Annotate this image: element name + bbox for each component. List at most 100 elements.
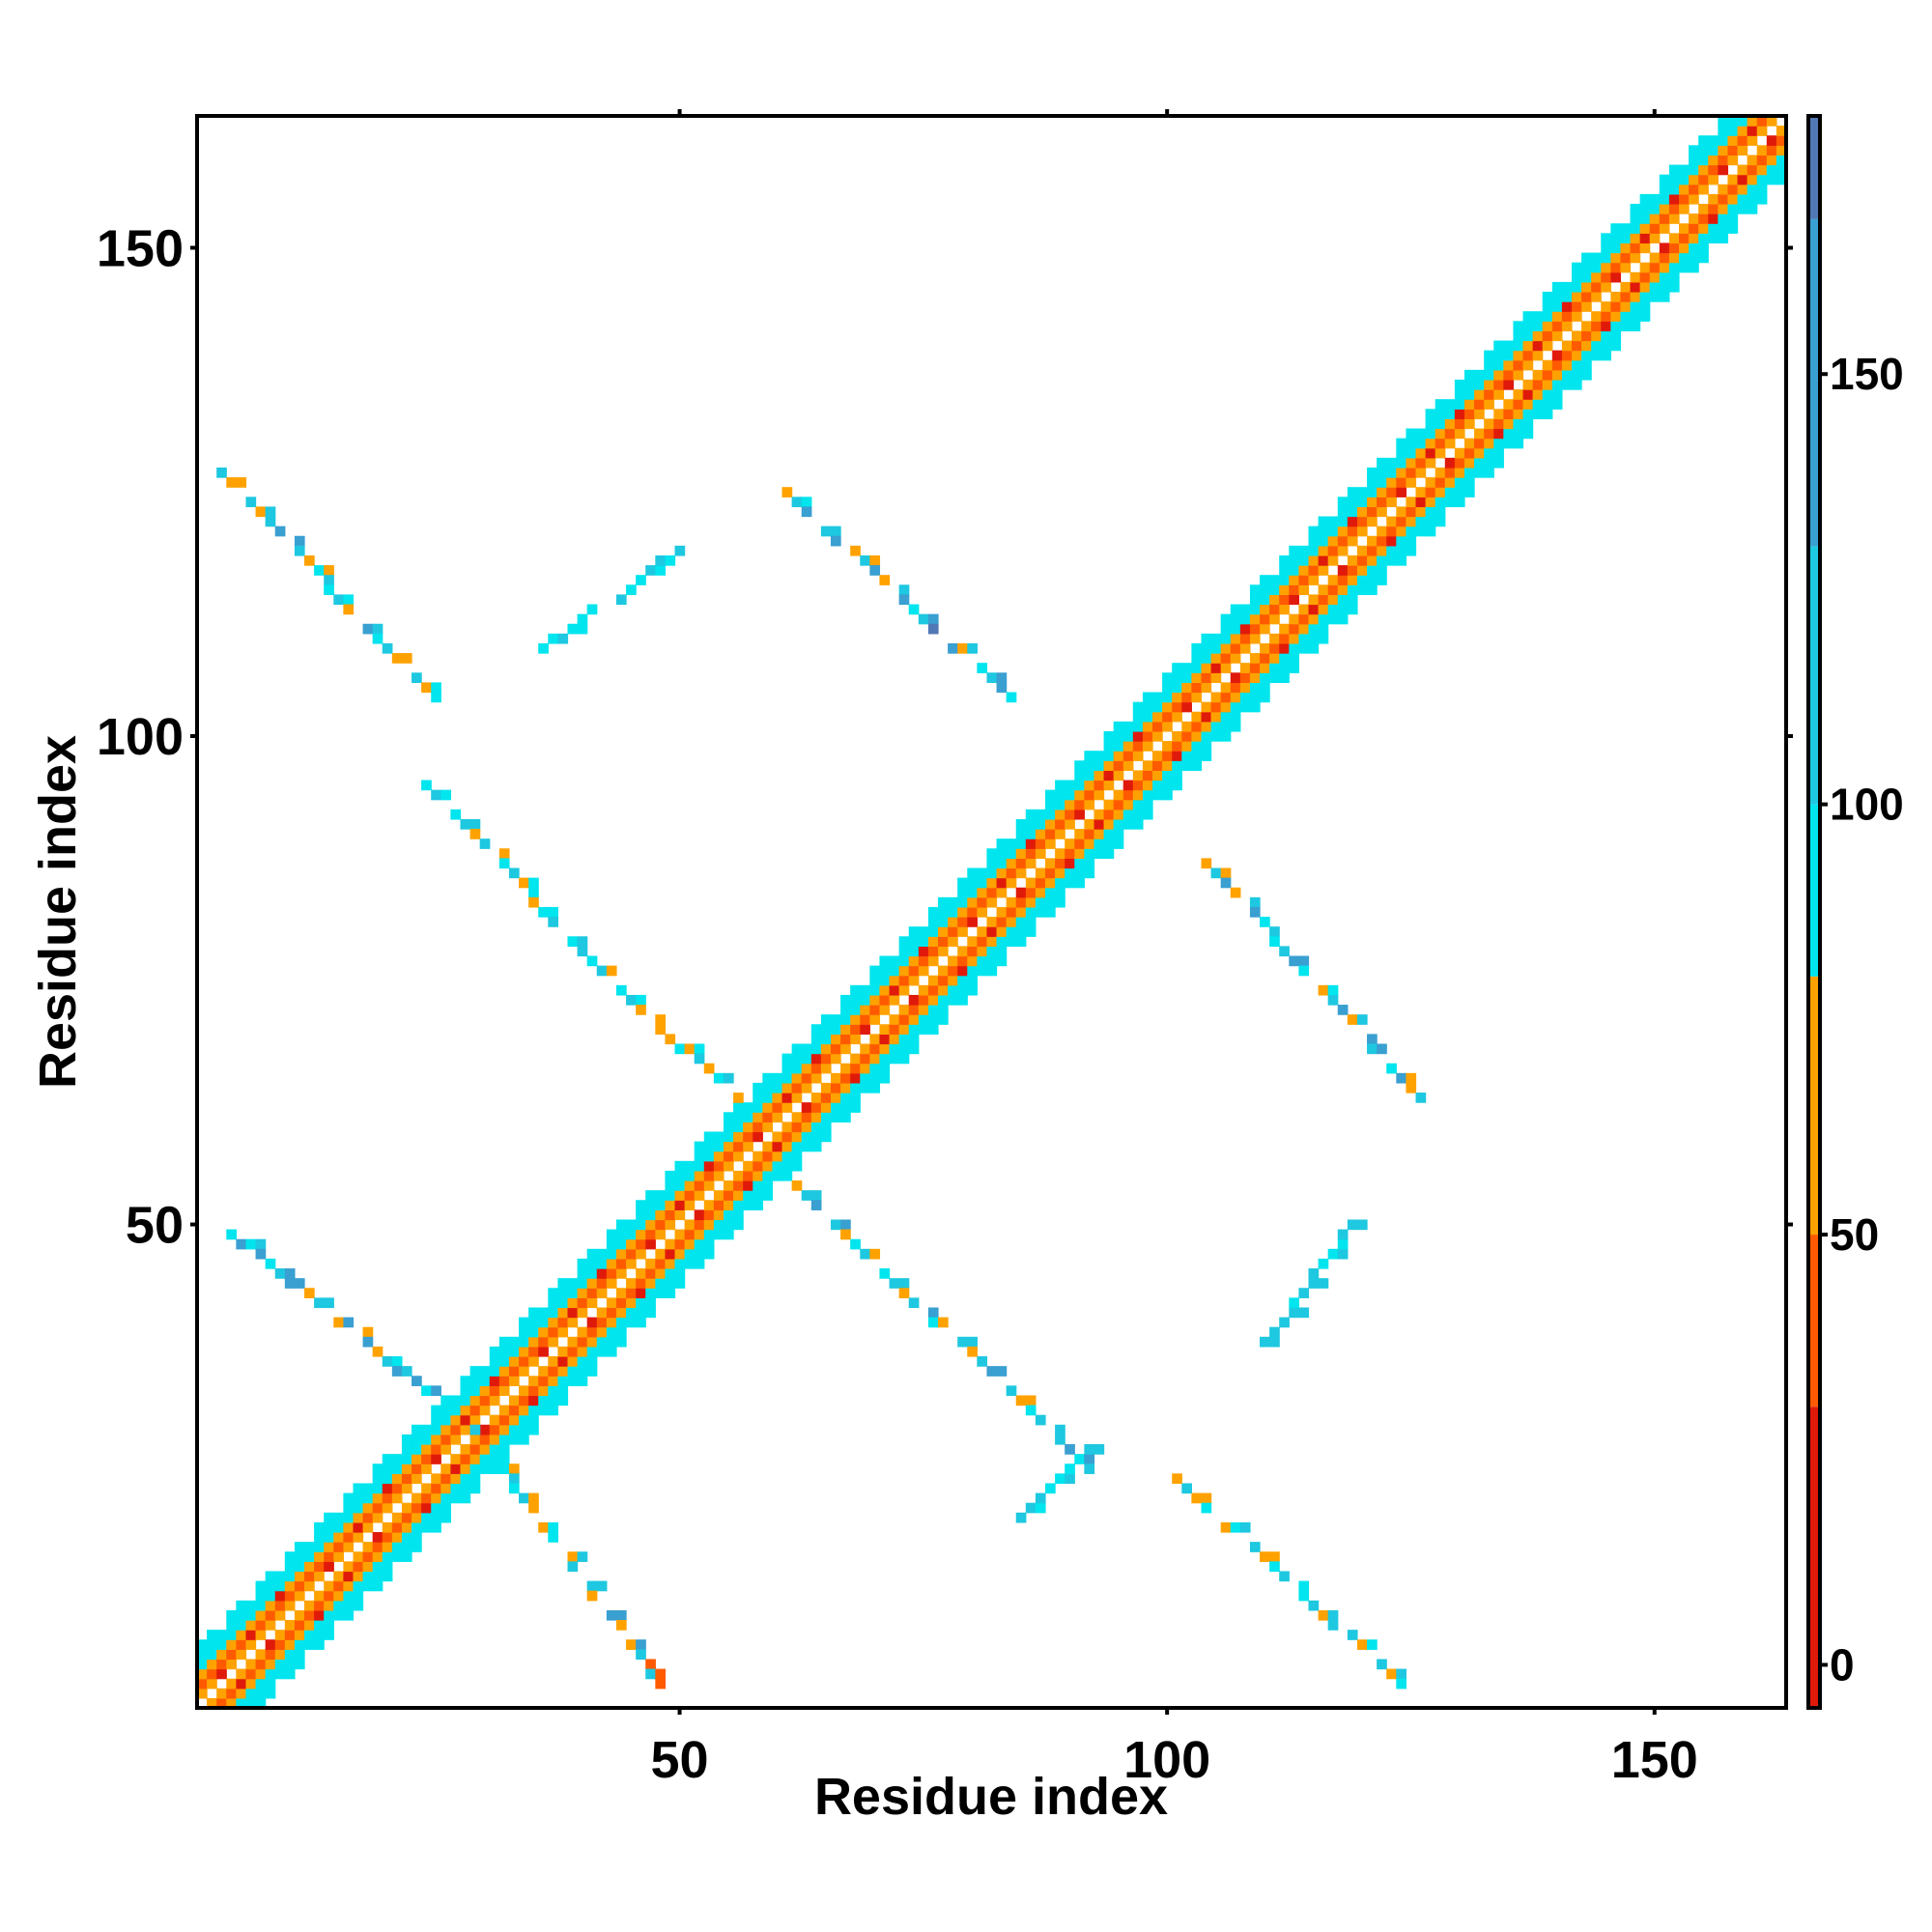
heatmap-cell (1249, 594, 1261, 606)
heatmap-cell (850, 1053, 861, 1065)
heatmap-cell (245, 1678, 257, 1690)
heatmap-cell (1308, 1600, 1320, 1611)
heatmap-cell (967, 936, 978, 947)
heatmap-cell (314, 1609, 325, 1621)
heatmap-cell (1298, 955, 1310, 967)
heatmap-cell (1513, 350, 1524, 361)
heatmap-cell (1318, 545, 1329, 556)
heatmap-cell (1581, 291, 1592, 302)
heatmap-cell (1006, 1385, 1017, 1397)
heatmap-cell (713, 1141, 724, 1152)
heatmap-cell (898, 1014, 910, 1025)
heatmap-cell (1484, 418, 1494, 430)
heatmap-cell (333, 1317, 344, 1328)
heatmap-cell (1279, 584, 1290, 596)
heatmap-cell (1659, 271, 1670, 283)
heatmap-cell (977, 896, 988, 908)
heatmap-cell (450, 1492, 462, 1504)
heatmap-cell (236, 1649, 247, 1661)
heatmap-cell (255, 1678, 267, 1690)
heatmap-cell (927, 623, 939, 635)
heatmap-cell (1308, 565, 1320, 576)
heatmap-cell (382, 1542, 393, 1552)
heatmap-cell (216, 1649, 227, 1661)
heatmap-cell (781, 1093, 793, 1103)
heatmap-cell (353, 1571, 364, 1582)
heatmap-cell (615, 1307, 627, 1319)
heatmap-cell (567, 1317, 579, 1328)
heatmap-cell (1668, 164, 1680, 176)
heatmap-cell (265, 1571, 276, 1582)
heatmap-cell (1094, 770, 1105, 781)
heatmap-cell (1152, 730, 1163, 742)
heatmap-cell (304, 1288, 315, 1298)
heatmap-cell (1289, 594, 1299, 606)
heatmap-cell (801, 1072, 812, 1084)
heatmap-cell (665, 1258, 676, 1269)
heatmap-cell (1181, 701, 1192, 713)
heatmap-cell (967, 975, 978, 986)
heatmap-cell (996, 858, 1008, 869)
heatmap-cell (1327, 535, 1339, 547)
heatmap-cell (324, 1532, 334, 1543)
heatmap-cell (645, 1238, 656, 1250)
heatmap-cell (1493, 438, 1504, 449)
heatmap-cell (1698, 164, 1709, 176)
heatmap-cell (1308, 1268, 1320, 1279)
heatmap-cell (645, 1288, 656, 1298)
heatmap-cell (1181, 760, 1192, 771)
heatmap-cell (927, 994, 939, 1006)
heatmap-cell (1406, 438, 1417, 449)
heatmap-cell (908, 604, 920, 615)
heatmap-cell (401, 1512, 412, 1523)
heatmap-cell (324, 1620, 334, 1631)
heatmap-cell (615, 1336, 627, 1348)
heatmap-cell (479, 1463, 491, 1474)
heatmap-cell (1249, 906, 1261, 918)
heatmap-cell (879, 975, 891, 986)
heatmap-cell (1425, 409, 1436, 420)
heatmap-cell (830, 526, 841, 537)
heatmap-cell (674, 1200, 686, 1210)
heatmap-cell (1776, 145, 1787, 156)
heatmap-cell (207, 1668, 217, 1680)
heatmap-cell (401, 1551, 412, 1562)
heatmap-cell (498, 1463, 510, 1474)
heatmap-cell (1493, 350, 1504, 361)
heatmap-cell (1718, 164, 1729, 176)
heatmap-cell (1425, 487, 1436, 497)
heatmap-cell (665, 1238, 676, 1250)
heatmap-cell (840, 1014, 851, 1025)
heatmap-cell (674, 1278, 686, 1289)
heatmap-cell (869, 1034, 881, 1045)
heatmap-cell (1065, 838, 1075, 849)
heatmap-cell (1337, 613, 1349, 625)
heatmap-cell (927, 975, 939, 986)
heatmap-cell (1084, 799, 1095, 810)
heatmap-cell (528, 1414, 539, 1426)
heatmap-cell (1220, 867, 1232, 879)
colorbar-band (1808, 804, 1820, 977)
heatmap-cell (586, 1288, 598, 1298)
heatmap-cell (577, 1258, 588, 1269)
heatmap-cell (1727, 203, 1739, 214)
heatmap-cell (1601, 242, 1611, 254)
heatmap-cell (830, 1043, 841, 1055)
heatmap-cell (791, 1112, 803, 1122)
heatmap-cell (1084, 789, 1095, 801)
heatmap-cell (1727, 116, 1739, 127)
heatmap-cell (1708, 223, 1719, 234)
heatmap-cell (645, 1268, 656, 1279)
heatmap-cell (1045, 877, 1056, 889)
heatmap-cell (927, 917, 939, 927)
heatmap-cell (528, 1502, 539, 1514)
heatmap-cell (1718, 213, 1729, 224)
heatmap-cell (1377, 1659, 1387, 1670)
heatmap-cell (1025, 809, 1037, 820)
heatmap-cell (1532, 350, 1544, 361)
heatmap-cell (937, 984, 949, 996)
heatmap-cell (869, 554, 881, 566)
heatmap-cell (1103, 809, 1115, 820)
heatmap-cell (1249, 1542, 1261, 1552)
heatmap-cell (528, 1424, 539, 1435)
